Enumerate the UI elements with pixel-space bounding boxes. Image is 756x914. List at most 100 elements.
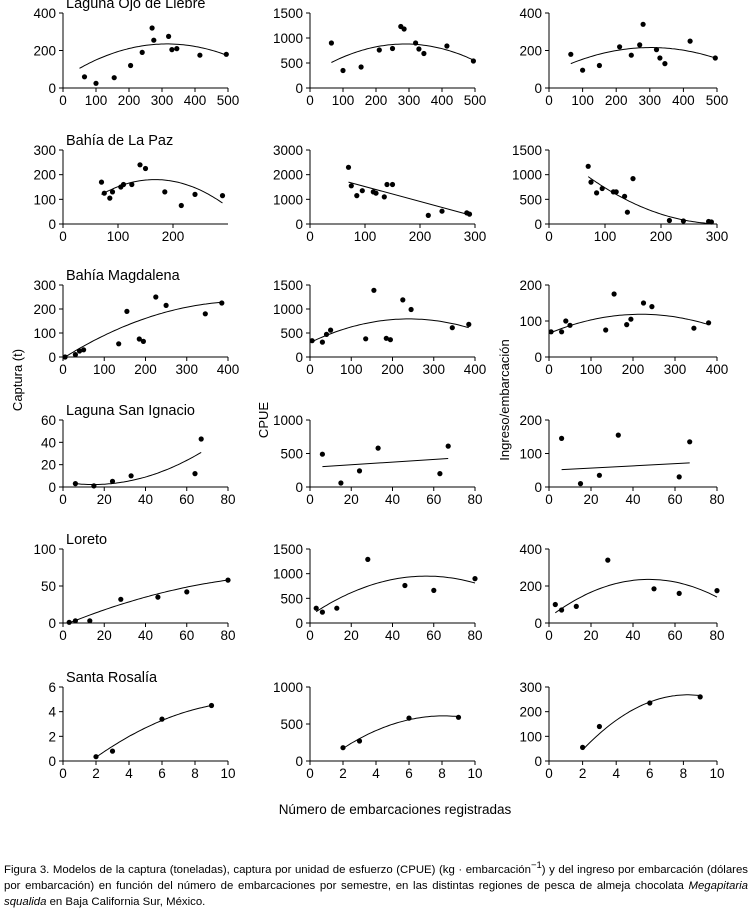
x-tick-label: 200 <box>409 229 432 244</box>
data-point <box>192 471 198 477</box>
data-point <box>365 556 371 563</box>
x-tick-label: 60 <box>667 492 682 507</box>
data-point <box>101 190 107 196</box>
y-tick-label: 1500 <box>273 278 303 293</box>
data-point <box>174 46 180 52</box>
y-tick-label: 60 <box>41 413 56 428</box>
data-point <box>408 306 414 313</box>
data-point <box>93 80 99 86</box>
y-tick-label: 1500 <box>512 143 542 158</box>
x-tick-label: 100 <box>107 229 130 244</box>
trend-line <box>79 43 229 69</box>
y-tick-label: 400 <box>519 542 542 557</box>
y-tick-label: 0 <box>534 480 542 495</box>
data-point <box>708 219 715 225</box>
y-tick-label: 0 <box>48 616 56 631</box>
x-tick-label: 200 <box>162 229 185 244</box>
data-point <box>651 586 657 592</box>
x-tick-label: 0 <box>59 229 67 244</box>
y-tick-label: 0 <box>295 754 303 769</box>
panel-10: 0 500 1000 0 20 40 60 80 <box>273 413 483 507</box>
y-tick-label: 500 <box>519 192 542 207</box>
data-point <box>580 67 586 73</box>
trend-line <box>582 694 701 751</box>
panel-0: 0 200 400 0 100 200 300 400 500 Laguna Ojo de Lie… <box>33 0 239 108</box>
y-tick-label: 1000 <box>273 192 303 207</box>
data-point <box>153 294 159 300</box>
data-point <box>116 341 122 347</box>
y-tick-label: 0 <box>48 81 56 96</box>
data-point <box>109 189 116 195</box>
x-tick-label: 100 <box>85 93 108 108</box>
data-point <box>599 185 605 192</box>
data-point <box>197 52 203 58</box>
x-tick-label: 0 <box>306 492 314 507</box>
y-tick-label: 0 <box>295 480 303 495</box>
x-tick-label: 6 <box>646 766 654 781</box>
data-point <box>219 300 225 306</box>
x-tick-label: 300 <box>706 229 729 244</box>
data-point <box>389 181 396 188</box>
y-tick-label: 1000 <box>273 567 303 582</box>
data-point <box>225 577 231 583</box>
data-point <box>472 576 478 582</box>
y-tick-label: 0 <box>295 217 303 232</box>
data-point <box>439 208 445 214</box>
data-point <box>588 179 594 185</box>
panel-2: 0 200 400 0 100 200 300 400 500 <box>519 6 728 108</box>
y-tick-label: 200 <box>519 413 542 428</box>
data-point <box>128 62 134 69</box>
data-point <box>109 478 116 484</box>
y-tick-label: 400 <box>519 6 542 21</box>
panel-5: 0 500 1000 1500 0 100 200 300 <box>512 143 728 244</box>
data-point <box>706 320 712 326</box>
data-point <box>613 189 619 195</box>
data-point <box>375 445 381 451</box>
x-tick-label: 80 <box>467 628 482 643</box>
data-point <box>628 316 634 322</box>
data-point <box>107 195 113 201</box>
x-tick-label: 200 <box>118 93 141 108</box>
x-tick-label: 0 <box>59 766 67 781</box>
data-point <box>140 338 146 344</box>
x-tick-label: 0 <box>59 93 67 108</box>
trend-line <box>315 575 476 613</box>
panel-13: 0 500 1000 1500 0 20 40 60 80 <box>273 542 483 643</box>
data-point <box>169 47 175 53</box>
data-point <box>611 291 617 297</box>
data-point <box>376 47 382 53</box>
x-tick-label: 4 <box>612 766 620 781</box>
caption-suffix: en Baja California Sur, México. <box>46 895 206 908</box>
data-point <box>416 46 422 52</box>
x-tick-label: 60 <box>179 492 194 507</box>
data-point <box>137 162 143 168</box>
data-point <box>111 75 117 81</box>
x-tick-label: 2 <box>92 766 100 781</box>
y-tick-label: 6 <box>48 680 56 695</box>
data-point <box>87 618 93 624</box>
y-tick-label: 1000 <box>273 302 303 317</box>
panel-7: 0 500 1000 1500 0 100 200 300 400 <box>273 278 486 377</box>
x-tick-label: 300 <box>175 362 198 377</box>
x-tick-label: 0 <box>545 362 553 377</box>
data-point <box>624 209 631 215</box>
y-tick-label: 0 <box>48 480 56 495</box>
y-tick-label: 500 <box>280 447 303 462</box>
data-point <box>466 211 473 217</box>
x-tick-label: 4 <box>125 766 133 781</box>
data-point <box>605 557 611 563</box>
data-point <box>466 321 472 327</box>
data-point <box>202 311 208 317</box>
caption-middle: ) y del ingreso por embarcación (dólares… <box>4 863 748 892</box>
x-tick-label: 0 <box>545 492 553 507</box>
y-tick-label: 1500 <box>273 542 303 557</box>
trend-line <box>69 579 229 624</box>
data-point <box>373 190 379 196</box>
data-point <box>445 443 451 449</box>
y-tick-label: 100 <box>519 729 542 744</box>
x-tick-label: 80 <box>467 492 482 507</box>
y-tick-label: 100 <box>33 326 56 341</box>
figure-caption: Figura 3. Modelos de la captura (tonelad… <box>4 858 748 910</box>
x-tick-label: 400 <box>672 93 695 108</box>
